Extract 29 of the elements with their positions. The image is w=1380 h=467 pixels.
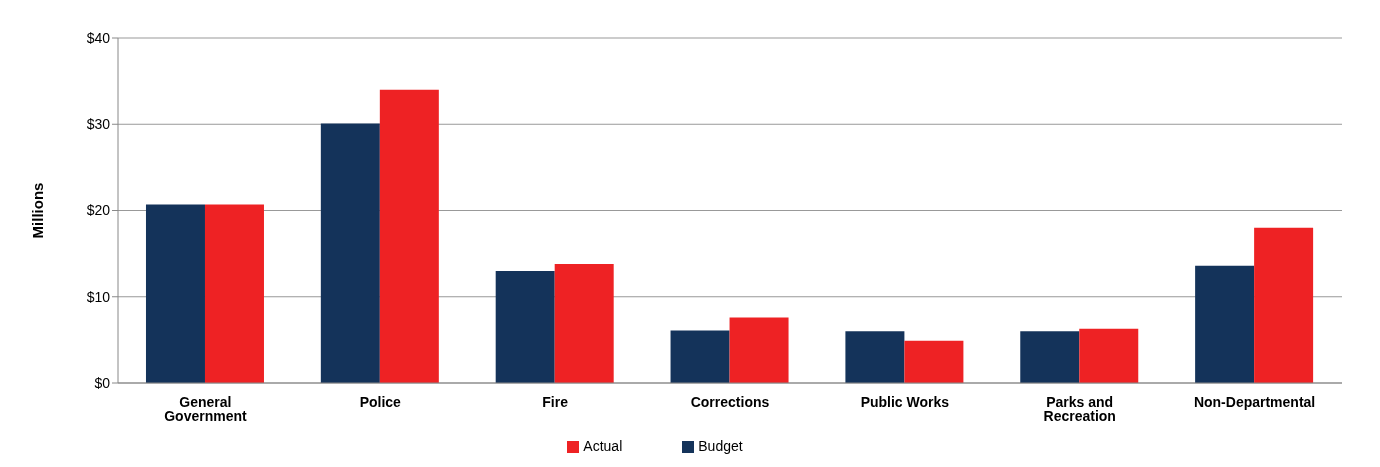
x-tick-label: Corrections bbox=[690, 393, 770, 410]
y-tick-label: $40 bbox=[86, 29, 111, 46]
bar bbox=[845, 331, 905, 383]
y-axis-title: Millions bbox=[29, 182, 47, 239]
y-tick-label: $20 bbox=[86, 202, 111, 219]
bar bbox=[379, 89, 439, 383]
bar bbox=[1195, 265, 1255, 383]
x-tick-label: Public Works bbox=[860, 393, 950, 410]
bar bbox=[145, 204, 205, 383]
x-tick-label: Fire bbox=[542, 393, 569, 410]
bar bbox=[670, 330, 730, 383]
bar bbox=[554, 263, 614, 383]
bar bbox=[729, 317, 789, 383]
bar bbox=[1254, 227, 1314, 383]
x-tick-label: Parks and Recreation bbox=[1043, 393, 1116, 424]
bar bbox=[1079, 328, 1139, 383]
y-tick-label: $10 bbox=[86, 288, 111, 305]
bar bbox=[495, 270, 555, 383]
legend-label: Actual bbox=[583, 438, 623, 454]
x-tick-label: Police bbox=[359, 393, 402, 410]
bar bbox=[1020, 331, 1080, 383]
y-tick-label: $30 bbox=[86, 116, 111, 133]
bar bbox=[904, 340, 964, 383]
x-tick-label: General Government bbox=[164, 393, 247, 424]
legend-label: Budget bbox=[698, 438, 743, 454]
y-tick-label: $0 bbox=[94, 374, 111, 391]
bar bbox=[320, 123, 380, 383]
bar bbox=[204, 204, 264, 383]
x-tick-label: Non-Departmental bbox=[1193, 393, 1316, 410]
